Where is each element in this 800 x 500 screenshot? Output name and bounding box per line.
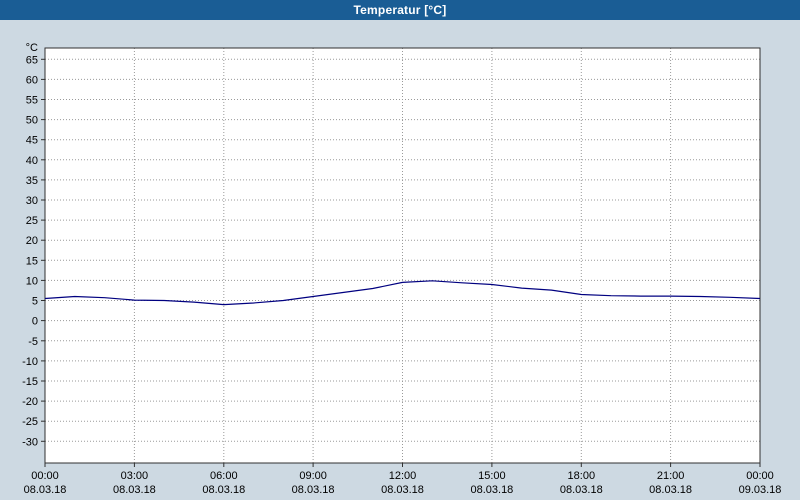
svg-text:18:00: 18:00 <box>568 470 596 482</box>
svg-text:00:00: 00:00 <box>746 470 774 482</box>
svg-text:08.03.18: 08.03.18 <box>381 484 424 496</box>
svg-text:35: 35 <box>26 175 38 187</box>
svg-text:08.03.18: 08.03.18 <box>24 484 67 496</box>
svg-text:45: 45 <box>26 135 38 147</box>
svg-text:65: 65 <box>26 54 38 66</box>
temperature-chart: 65605550454035302520151050-5-10-15-20-25… <box>22 42 782 496</box>
svg-text:21:00: 21:00 <box>657 470 685 482</box>
svg-text:08.03.18: 08.03.18 <box>202 484 245 496</box>
svg-text:08.03.18: 08.03.18 <box>470 484 513 496</box>
svg-text:10: 10 <box>26 275 38 287</box>
svg-text:15:00: 15:00 <box>478 470 506 482</box>
window-title: Temperatur [°C] <box>353 3 447 17</box>
svg-text:00:00: 00:00 <box>31 470 59 482</box>
svg-text:30: 30 <box>26 195 38 207</box>
svg-text:03:00: 03:00 <box>121 470 149 482</box>
svg-text:40: 40 <box>26 155 38 167</box>
svg-text:°C: °C <box>26 42 38 54</box>
svg-text:-10: -10 <box>22 356 38 368</box>
svg-text:08.03.18: 08.03.18 <box>560 484 603 496</box>
svg-text:55: 55 <box>26 95 38 107</box>
svg-text:-20: -20 <box>22 396 38 408</box>
svg-text:-30: -30 <box>22 436 38 448</box>
svg-text:-15: -15 <box>22 376 38 388</box>
svg-text:15: 15 <box>26 255 38 267</box>
svg-text:-5: -5 <box>28 336 38 348</box>
svg-text:20: 20 <box>26 235 38 247</box>
svg-text:09:00: 09:00 <box>299 470 327 482</box>
svg-text:06:00: 06:00 <box>210 470 238 482</box>
svg-text:-25: -25 <box>22 416 38 428</box>
svg-text:08.03.18: 08.03.18 <box>113 484 156 496</box>
svg-text:08.03.18: 08.03.18 <box>649 484 692 496</box>
svg-text:5: 5 <box>32 296 38 308</box>
window-titlebar: Temperatur [°C] <box>0 0 800 20</box>
svg-text:12:00: 12:00 <box>389 470 417 482</box>
svg-text:0: 0 <box>32 316 38 328</box>
svg-text:25: 25 <box>26 215 38 227</box>
svg-text:60: 60 <box>26 74 38 86</box>
svg-text:09.03.18: 09.03.18 <box>739 484 782 496</box>
svg-text:50: 50 <box>26 115 38 127</box>
chart-area: 65 60 55 50 45 40 35 30 25 20 15 10 5 0 -5 -10 -15 -20 -25… <box>0 20 800 500</box>
svg-text:08.03.18: 08.03.18 <box>292 484 335 496</box>
